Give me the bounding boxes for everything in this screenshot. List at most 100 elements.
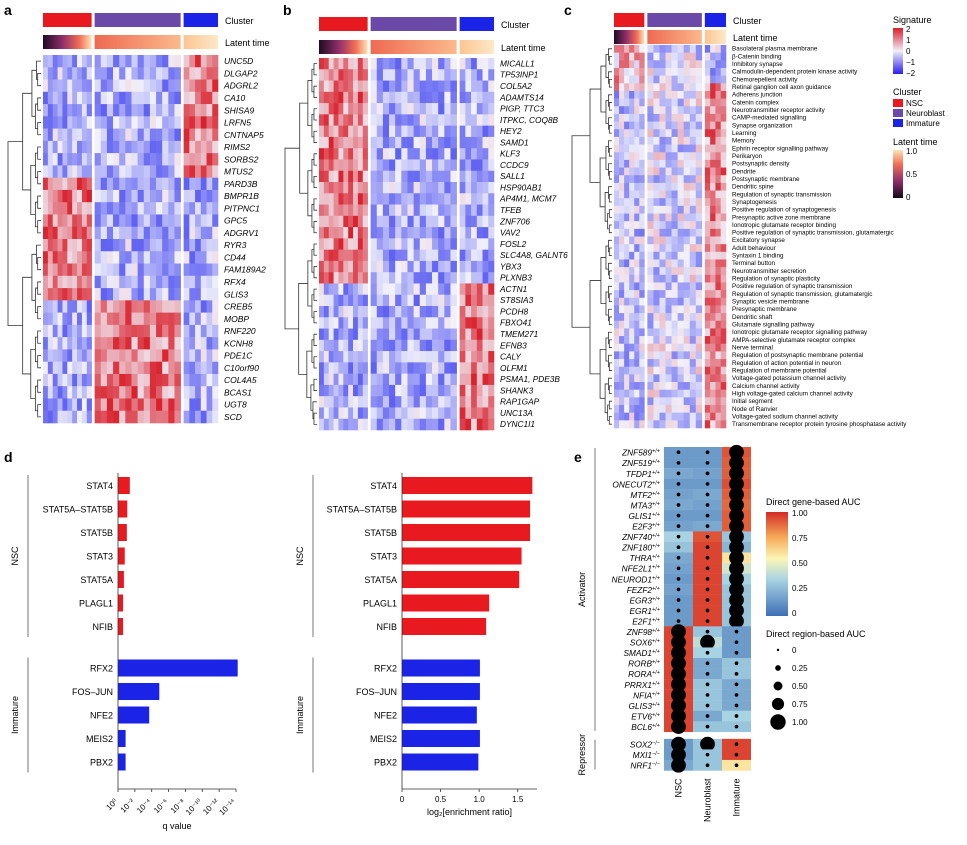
heatmap-cell [413, 306, 421, 318]
heatmap-cell [113, 288, 120, 301]
tf-sign: +/+ [652, 586, 660, 592]
heatmap-cell [624, 244, 630, 253]
heatmap-cell [634, 52, 640, 61]
heatmap-cell [715, 175, 722, 184]
heatmap-cell [100, 165, 108, 178]
heatmap-cell [634, 343, 640, 352]
heatmap-cell [683, 60, 691, 69]
heatmap-cell [619, 205, 625, 214]
heatmap-cell [131, 55, 138, 68]
heatmap-cell [343, 351, 349, 363]
heatmap-cell [183, 337, 190, 350]
heatmap-cell [695, 213, 703, 222]
heatmap-cell [119, 288, 126, 301]
heatmap-cell [106, 312, 114, 326]
heatmap-cell [639, 343, 645, 352]
heatmap-cell [370, 317, 378, 329]
heatmap-cell [382, 148, 390, 160]
heatmap-cell [704, 144, 711, 153]
heatmap-cell [370, 272, 378, 284]
heatmap-cell [376, 80, 384, 93]
heatmap-cell [72, 177, 78, 191]
row-label: LRFN5 [224, 118, 251, 128]
heatmap-cell [81, 104, 88, 117]
row-label: DLGAP2 [224, 69, 258, 79]
heatmap-cell [665, 90, 672, 99]
region-auc-dot [734, 742, 739, 746]
heatmap-cell [382, 238, 390, 250]
heatmap-cell [357, 238, 364, 250]
heatmap-cell [444, 193, 451, 205]
heatmap-cell [488, 227, 495, 239]
heatmap-cell [343, 80, 349, 93]
heatmap-cell [353, 182, 359, 194]
region-auc-dot [705, 724, 710, 729]
heatmap-cell [395, 249, 402, 262]
heatmap-cell [476, 125, 483, 138]
heatmap-cell [100, 55, 108, 68]
heatmap-cell [629, 244, 635, 253]
heatmap-cell [465, 294, 472, 307]
heatmap-cell [94, 398, 102, 412]
heatmap-cell [653, 251, 660, 260]
heatmap-cell [629, 397, 635, 406]
heatmap-cell [81, 202, 88, 215]
heatmap-cell [43, 373, 49, 387]
heatmap-cell [333, 91, 339, 104]
heatmap-cell [81, 128, 88, 142]
heatmap-cell [438, 125, 445, 138]
heatmap-cell [659, 75, 666, 84]
heatmap-cell [710, 236, 716, 245]
heatmap-cell [720, 106, 727, 115]
heatmap-cell [149, 239, 157, 252]
heatmap-cell [665, 121, 672, 130]
heatmap-cell [619, 198, 625, 207]
heatmap-cell [113, 214, 120, 228]
heatmap-cell [432, 114, 439, 126]
heatmap-cell [319, 125, 325, 138]
heatmap-cell [689, 167, 697, 176]
heatmap-cell [67, 55, 73, 68]
heatmap-cell [689, 106, 697, 115]
heatmap-cell [639, 213, 645, 222]
row-label: Memory [732, 138, 756, 145]
heatmap-cell [67, 165, 73, 178]
heatmap-cell [72, 312, 78, 326]
heatmap-cell [200, 116, 207, 129]
heatmap-cell [624, 397, 630, 406]
heatmap-cell [81, 386, 88, 399]
heatmap-cell [62, 91, 68, 105]
heatmap-cell [149, 300, 157, 313]
heatmap-cell [444, 418, 451, 431]
heatmap-cell [419, 306, 427, 318]
heatmap-cell [72, 67, 78, 80]
row-label: SALL1 [500, 171, 525, 181]
heatmap-cell [401, 204, 408, 217]
heatmap-cell [72, 263, 78, 277]
heatmap-cell [715, 305, 722, 314]
heatmap-cell [619, 221, 625, 230]
heatmap-cell [143, 153, 151, 166]
heatmap-cell [57, 55, 63, 68]
heatmap-cell [370, 125, 378, 138]
heatmap-cell [444, 80, 451, 93]
heatmap-cell [189, 324, 196, 338]
heatmap-cell [710, 397, 716, 406]
heatmap-cell [629, 205, 635, 214]
heatmap-cell [389, 317, 396, 329]
heatmap-cell [614, 198, 620, 207]
row-label: MOBP [224, 314, 249, 324]
heatmap-cell [695, 359, 703, 368]
heatmap-cell [459, 159, 466, 172]
heatmap-cell [665, 313, 672, 322]
heatmap-cell [695, 98, 703, 107]
heatmap-cell [52, 312, 58, 326]
heatmap-cell [482, 384, 489, 397]
heatmap-cell [149, 263, 157, 277]
latent-colorbar [893, 150, 903, 198]
heatmap-cell [86, 251, 92, 264]
heatmap-cell [319, 204, 325, 217]
heatmap-cell [43, 361, 49, 375]
heatmap-cell [407, 193, 414, 205]
heatmap-cell [695, 389, 703, 398]
